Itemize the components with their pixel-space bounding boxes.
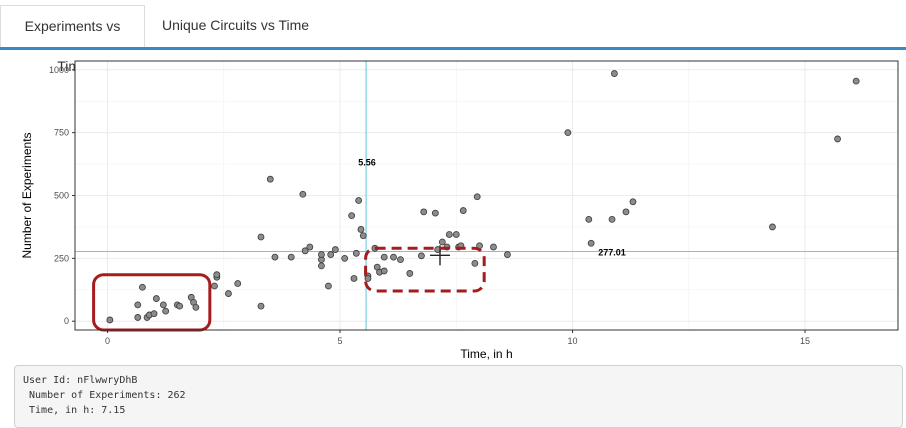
data-point[interactable] [318, 251, 325, 258]
data-point[interactable] [159, 301, 167, 309]
hover-info-box: User Id: nFlwwryDhB Number of Experiment… [14, 365, 903, 428]
data-point[interactable] [629, 198, 637, 206]
data-point[interactable] [852, 77, 860, 85]
tooltip-user-id: User Id: nFlwwryDhB [23, 375, 138, 386]
data-point[interactable] [331, 246, 339, 253]
data-point[interactable] [471, 259, 479, 267]
data-point[interactable] [306, 243, 314, 251]
data-point[interactable] [490, 243, 497, 251]
y-tick-label: 250 [54, 253, 69, 263]
data-point[interactable] [257, 302, 265, 310]
data-point[interactable] [473, 193, 481, 201]
data-point[interactable] [355, 197, 363, 204]
x-axis-title: Time, in h [460, 347, 512, 360]
hline-label: 277.01 [598, 248, 626, 258]
data-point[interactable] [359, 232, 367, 240]
data-point[interactable] [152, 295, 160, 302]
data-point[interactable] [622, 208, 630, 216]
data-point[interactable] [380, 267, 388, 275]
data-point[interactable] [364, 275, 372, 282]
data-point[interactable] [431, 209, 439, 217]
data-point[interactable] [257, 233, 265, 241]
data-point[interactable] [397, 256, 404, 264]
data-point[interactable] [271, 253, 279, 261]
data-point[interactable] [769, 223, 776, 231]
data-point[interactable] [287, 253, 295, 261]
chart-svg[interactable]: 5.56 277.01 0 5 10 15 0 250 500 750 1000 Time, in h… [0, 55, 906, 360]
y-tick-label: 750 [54, 128, 69, 138]
data-point[interactable] [341, 254, 349, 262]
data-point[interactable] [452, 231, 460, 238]
data-point[interactable] [438, 238, 446, 246]
x-tick-label: 5 [338, 336, 343, 346]
data-point[interactable] [225, 290, 232, 297]
data-point[interactable] [390, 253, 397, 261]
data-point[interactable] [150, 310, 158, 318]
data-point[interactable] [234, 280, 242, 287]
data-point[interactable] [213, 271, 221, 279]
tab-experiments-vs-time[interactable]: Experiments vs Time [0, 5, 145, 74]
tab-bar: Experiments vs Time Unique Circuits vs T… [0, 0, 906, 74]
y-tick-label: 500 [54, 191, 69, 201]
y-axis-title: Number of Experiments [20, 132, 34, 258]
x-tick-label: 10 [568, 336, 578, 346]
data-point[interactable] [608, 215, 616, 223]
x-tick-label: 0 [105, 336, 110, 346]
data-point[interactable] [301, 247, 309, 255]
data-point[interactable] [348, 212, 356, 220]
data-point[interactable] [834, 135, 841, 143]
data-point[interactable] [380, 253, 388, 261]
y-tick-label: 1000 [49, 65, 69, 75]
x-tick-label: 15 [800, 336, 810, 346]
data-point[interactable] [610, 70, 618, 77]
data-point[interactable] [585, 215, 593, 223]
data-point[interactable] [327, 251, 335, 258]
tooltip-time: Time, in h: 7.15 [23, 405, 126, 416]
y-tick-label: 0 [64, 316, 69, 326]
data-point[interactable] [211, 282, 218, 290]
data-point[interactable] [357, 226, 365, 233]
data-point[interactable] [406, 270, 414, 277]
data-point[interactable] [350, 275, 358, 282]
data-point[interactable] [192, 303, 200, 311]
data-point[interactable] [504, 251, 511, 258]
vline-label: 5.56 [358, 157, 376, 167]
scatter-chart[interactable]: 5.56 277.01 0 5 10 15 0 250 500 750 1000 Time, in h… [0, 55, 906, 360]
data-point[interactable] [459, 207, 467, 214]
data-point[interactable] [176, 302, 184, 310]
data-point[interactable] [266, 175, 274, 183]
data-point[interactable] [445, 231, 453, 238]
data-point[interactable] [134, 314, 142, 321]
data-point[interactable] [564, 129, 572, 137]
data-point[interactable] [134, 301, 142, 309]
tab-unique-circuits-vs-time[interactable]: Unique Circuits vs Time [162, 17, 310, 33]
data-point[interactable] [139, 283, 146, 291]
annotation-box-dashed [364, 246, 486, 293]
data-point[interactable] [299, 190, 307, 198]
data-point[interactable] [318, 262, 325, 270]
data-point[interactable] [106, 316, 114, 324]
data-point[interactable] [352, 249, 360, 257]
data-point[interactable] [418, 252, 425, 260]
data-point[interactable] [162, 307, 170, 315]
data-point[interactable] [587, 239, 595, 247]
data-point[interactable] [325, 282, 332, 290]
data-point[interactable] [420, 208, 428, 216]
tooltip-experiments: Number of Experiments: 262 [23, 390, 186, 401]
